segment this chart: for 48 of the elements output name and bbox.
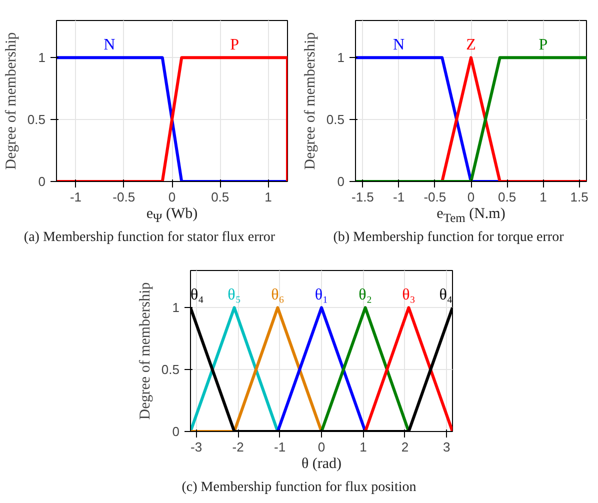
x-axis-title: e$_{Ψ}$ (Wb) bbox=[146, 205, 198, 227]
x-tick-label: -1 bbox=[274, 440, 286, 454]
text: (a) Membership function for stator flux error bbox=[24, 229, 276, 247]
x-tick-label: 1 bbox=[264, 190, 272, 204]
x-tick-label: 3 bbox=[443, 440, 450, 454]
series-label: θ₅ bbox=[228, 286, 241, 304]
x-axis-title: θ (rad) bbox=[301, 455, 342, 474]
x-tick-label: 1.5 bbox=[570, 190, 588, 204]
y-axis-title: Degree of membership bbox=[302, 32, 318, 170]
y-tick-label: 0.5 bbox=[27, 112, 46, 128]
y-tick-label: 0 bbox=[172, 424, 180, 439]
x-tick-label: 0.5 bbox=[498, 190, 516, 204]
x-tick-label: -1.5 bbox=[352, 190, 374, 204]
series-label: θ₃ bbox=[402, 286, 416, 304]
series-label: N bbox=[104, 36, 116, 54]
x-tick-label: -0.5 bbox=[112, 190, 136, 204]
y-tick-label: 1 bbox=[337, 50, 345, 66]
series-label: θ₁ bbox=[314, 286, 328, 304]
series-label: Z bbox=[466, 36, 476, 54]
x-tick-label: 2 bbox=[401, 440, 409, 454]
x-tick-label: -0.5 bbox=[424, 190, 446, 204]
y-tick-label: 0 bbox=[337, 174, 345, 189]
series-label: θ₆ bbox=[271, 286, 284, 304]
y-axis-title: Degree of membership bbox=[137, 282, 154, 420]
y-tick-label: 0 bbox=[38, 174, 46, 189]
series-label: θ₂ bbox=[358, 286, 372, 304]
x-tick-label: 0.5 bbox=[211, 190, 230, 204]
y-tick-label: 1 bbox=[172, 300, 180, 316]
x-axis-title: e$_{Tem}$ (N.m) bbox=[436, 205, 506, 227]
x-tick-label: -1 bbox=[393, 190, 405, 204]
y-tick-label: 0.5 bbox=[326, 112, 345, 128]
series-label: θ₄ bbox=[190, 286, 204, 304]
series-label: P bbox=[538, 36, 548, 54]
series-label: P bbox=[230, 36, 240, 54]
x-tick-label: -3 bbox=[190, 440, 202, 454]
text: (b) Membership function for torque error bbox=[333, 229, 564, 247]
x-tick-label: 1 bbox=[360, 440, 367, 454]
y-tick-label: 0.5 bbox=[161, 362, 180, 378]
x-tick-label: -1 bbox=[70, 190, 82, 204]
x-tick-label: 0 bbox=[467, 190, 475, 204]
y-axis-title: Degree of membership bbox=[3, 32, 20, 170]
series-label: θ₄ bbox=[439, 286, 453, 304]
series-label: N bbox=[393, 36, 406, 54]
x-tick-label: -2 bbox=[232, 440, 244, 454]
x-tick-label: 1 bbox=[540, 190, 547, 204]
y-tick-label: 1 bbox=[38, 50, 46, 66]
x-tick-label: 0 bbox=[318, 440, 326, 454]
text: (c) Membership function for flux position bbox=[182, 479, 416, 497]
